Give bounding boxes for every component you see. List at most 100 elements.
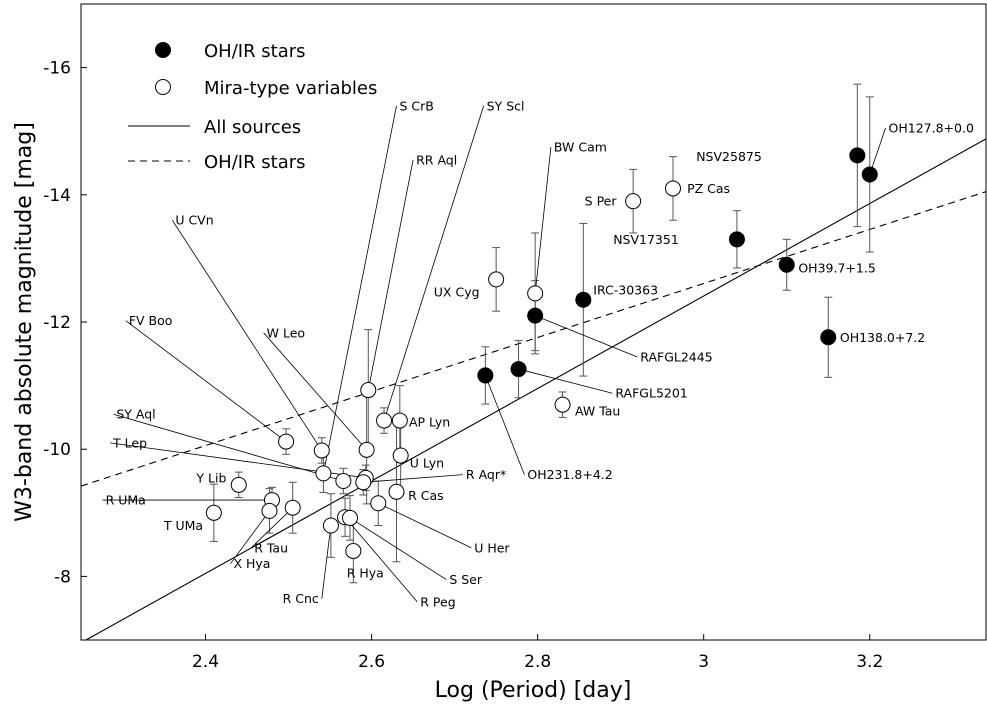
point-label: R Peg <box>420 594 455 609</box>
label-leader <box>525 370 613 394</box>
point-label: NSV25875 <box>696 149 762 164</box>
label-leader <box>125 320 281 438</box>
mira-variable-point <box>664 180 681 197</box>
mira-variable-point <box>342 509 359 526</box>
mira-variable-point <box>261 502 278 519</box>
mira-variable-point <box>205 504 222 521</box>
point-label: AW Tau <box>575 404 620 419</box>
point-label: UX Cyg <box>434 285 480 300</box>
point-label: T Lep <box>112 435 147 450</box>
point-label: R Cnc <box>283 591 319 606</box>
point-label: R Hya <box>347 566 384 581</box>
ohir-star-point <box>510 361 527 378</box>
mira-variable-point <box>345 542 362 559</box>
mira-variable-point <box>392 447 409 464</box>
x-tick-label: 2.8 <box>524 652 551 672</box>
point-labels: NSV25875 OH127.8+0.0 NSV17351 OH39.7+1.5 OH1… <box>106 98 974 609</box>
x-tick-label: 3.2 <box>856 652 883 672</box>
ohir-star-point <box>728 231 745 248</box>
point-label: S Ser <box>449 572 483 587</box>
point-label: OH231.8+4.2 <box>527 467 612 482</box>
point-label: AP Lyn <box>409 414 450 429</box>
label-leader <box>250 512 288 549</box>
ohir-star-point <box>849 147 866 164</box>
mira-variable-point <box>360 382 377 399</box>
ohir-star-point <box>820 329 837 346</box>
ohir-star-point <box>861 166 878 183</box>
mira-variable-point <box>554 396 571 413</box>
point-label: R Cas <box>408 488 444 503</box>
legend-label-all: All sources <box>204 117 301 138</box>
point-label: W Leo <box>267 325 305 340</box>
ohir-star-point <box>575 291 592 308</box>
point-label: RAFGL2445 <box>640 349 712 364</box>
x-tick-label: 2.6 <box>358 652 385 672</box>
label-leader <box>487 382 525 475</box>
mira-variable-point <box>376 412 393 429</box>
label-leader <box>356 521 447 580</box>
x-axis-label: Log (Period) [day] <box>435 678 632 703</box>
mira-variable-point <box>230 476 247 493</box>
x-tick-label: 3 <box>698 652 709 672</box>
label-leader <box>385 105 485 414</box>
point-label: T UMa <box>163 518 203 533</box>
error-bars <box>209 83 874 584</box>
y-tick-label: -10 <box>43 440 71 460</box>
legend-label-ohir-fit: OH/IR stars <box>204 152 306 173</box>
label-leader <box>871 127 886 168</box>
legend-marker-mira <box>155 79 171 95</box>
label-leader <box>171 220 319 445</box>
point-label: X Hya <box>233 556 270 571</box>
mira-variable-point <box>355 474 372 491</box>
label-leader <box>384 506 472 549</box>
mira-variable-point <box>388 483 405 500</box>
point-label: RAFGL5201 <box>615 386 687 401</box>
y-tick-label: -12 <box>43 313 71 333</box>
label-leader <box>113 413 337 480</box>
point-label: R Tau <box>254 540 288 555</box>
legend-label-ohir: OH/IR stars <box>204 41 306 62</box>
point-label: U Lyn <box>410 456 444 471</box>
point-label: U CVn <box>175 213 213 228</box>
label-leader <box>541 318 638 358</box>
mira-variable-point <box>625 193 642 210</box>
mira-variable-point <box>358 441 375 458</box>
point-label: Y Lib <box>195 470 226 485</box>
y-axis: -8 -10 -12 -14 -16 <box>43 59 87 587</box>
mira-variable-point <box>391 412 408 429</box>
fit-line-all <box>85 138 986 640</box>
point-label: NSV17351 <box>613 232 679 247</box>
label-leader <box>324 105 397 467</box>
point-label: SY Aql <box>116 407 155 422</box>
point-label: S Per <box>585 194 618 209</box>
mira-variable-point <box>322 517 339 534</box>
mira-variable-point <box>335 473 352 489</box>
point-label: U Her <box>474 540 510 555</box>
ohir-star-point <box>778 256 795 273</box>
data-points <box>205 147 878 559</box>
point-label: SY Scl <box>487 98 525 113</box>
mira-variable-point <box>278 433 295 450</box>
y-tick-label: -16 <box>43 59 71 79</box>
mira-variable-point <box>370 495 387 512</box>
point-label: OH138.0+7.2 <box>840 330 925 345</box>
point-label: FV Boo <box>129 313 173 328</box>
mira-variable-point <box>313 442 330 459</box>
label-leader <box>369 159 414 383</box>
point-label: R Aqr* <box>466 467 506 482</box>
point-label: R UMa <box>106 493 146 508</box>
ohir-star-point <box>477 367 494 384</box>
label-leaders <box>102 105 886 603</box>
point-label: BW Cam <box>554 140 607 155</box>
label-leader <box>370 474 463 483</box>
y-tick-label: -8 <box>54 567 71 587</box>
legend-marker-ohir <box>155 42 171 58</box>
x-axis: 2.4 2.6 2.8 3 3.2 <box>192 634 883 672</box>
label-leader <box>230 516 266 564</box>
label-leader <box>263 332 362 445</box>
legend: OH/IR stars Mira-type variables All sour… <box>128 41 377 173</box>
point-label: S CrB <box>400 98 434 113</box>
point-label: IRC-30363 <box>593 283 658 298</box>
